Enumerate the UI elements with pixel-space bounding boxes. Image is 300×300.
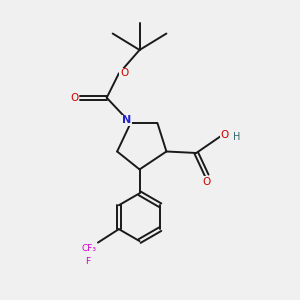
Text: O: O [70,93,79,103]
Text: H: H [233,132,240,142]
Text: CF₃: CF₃ [82,244,97,253]
Text: N: N [122,115,132,125]
Text: F: F [85,257,90,266]
Text: O: O [120,68,128,78]
Text: O: O [220,130,229,140]
Text: O: O [202,177,211,187]
